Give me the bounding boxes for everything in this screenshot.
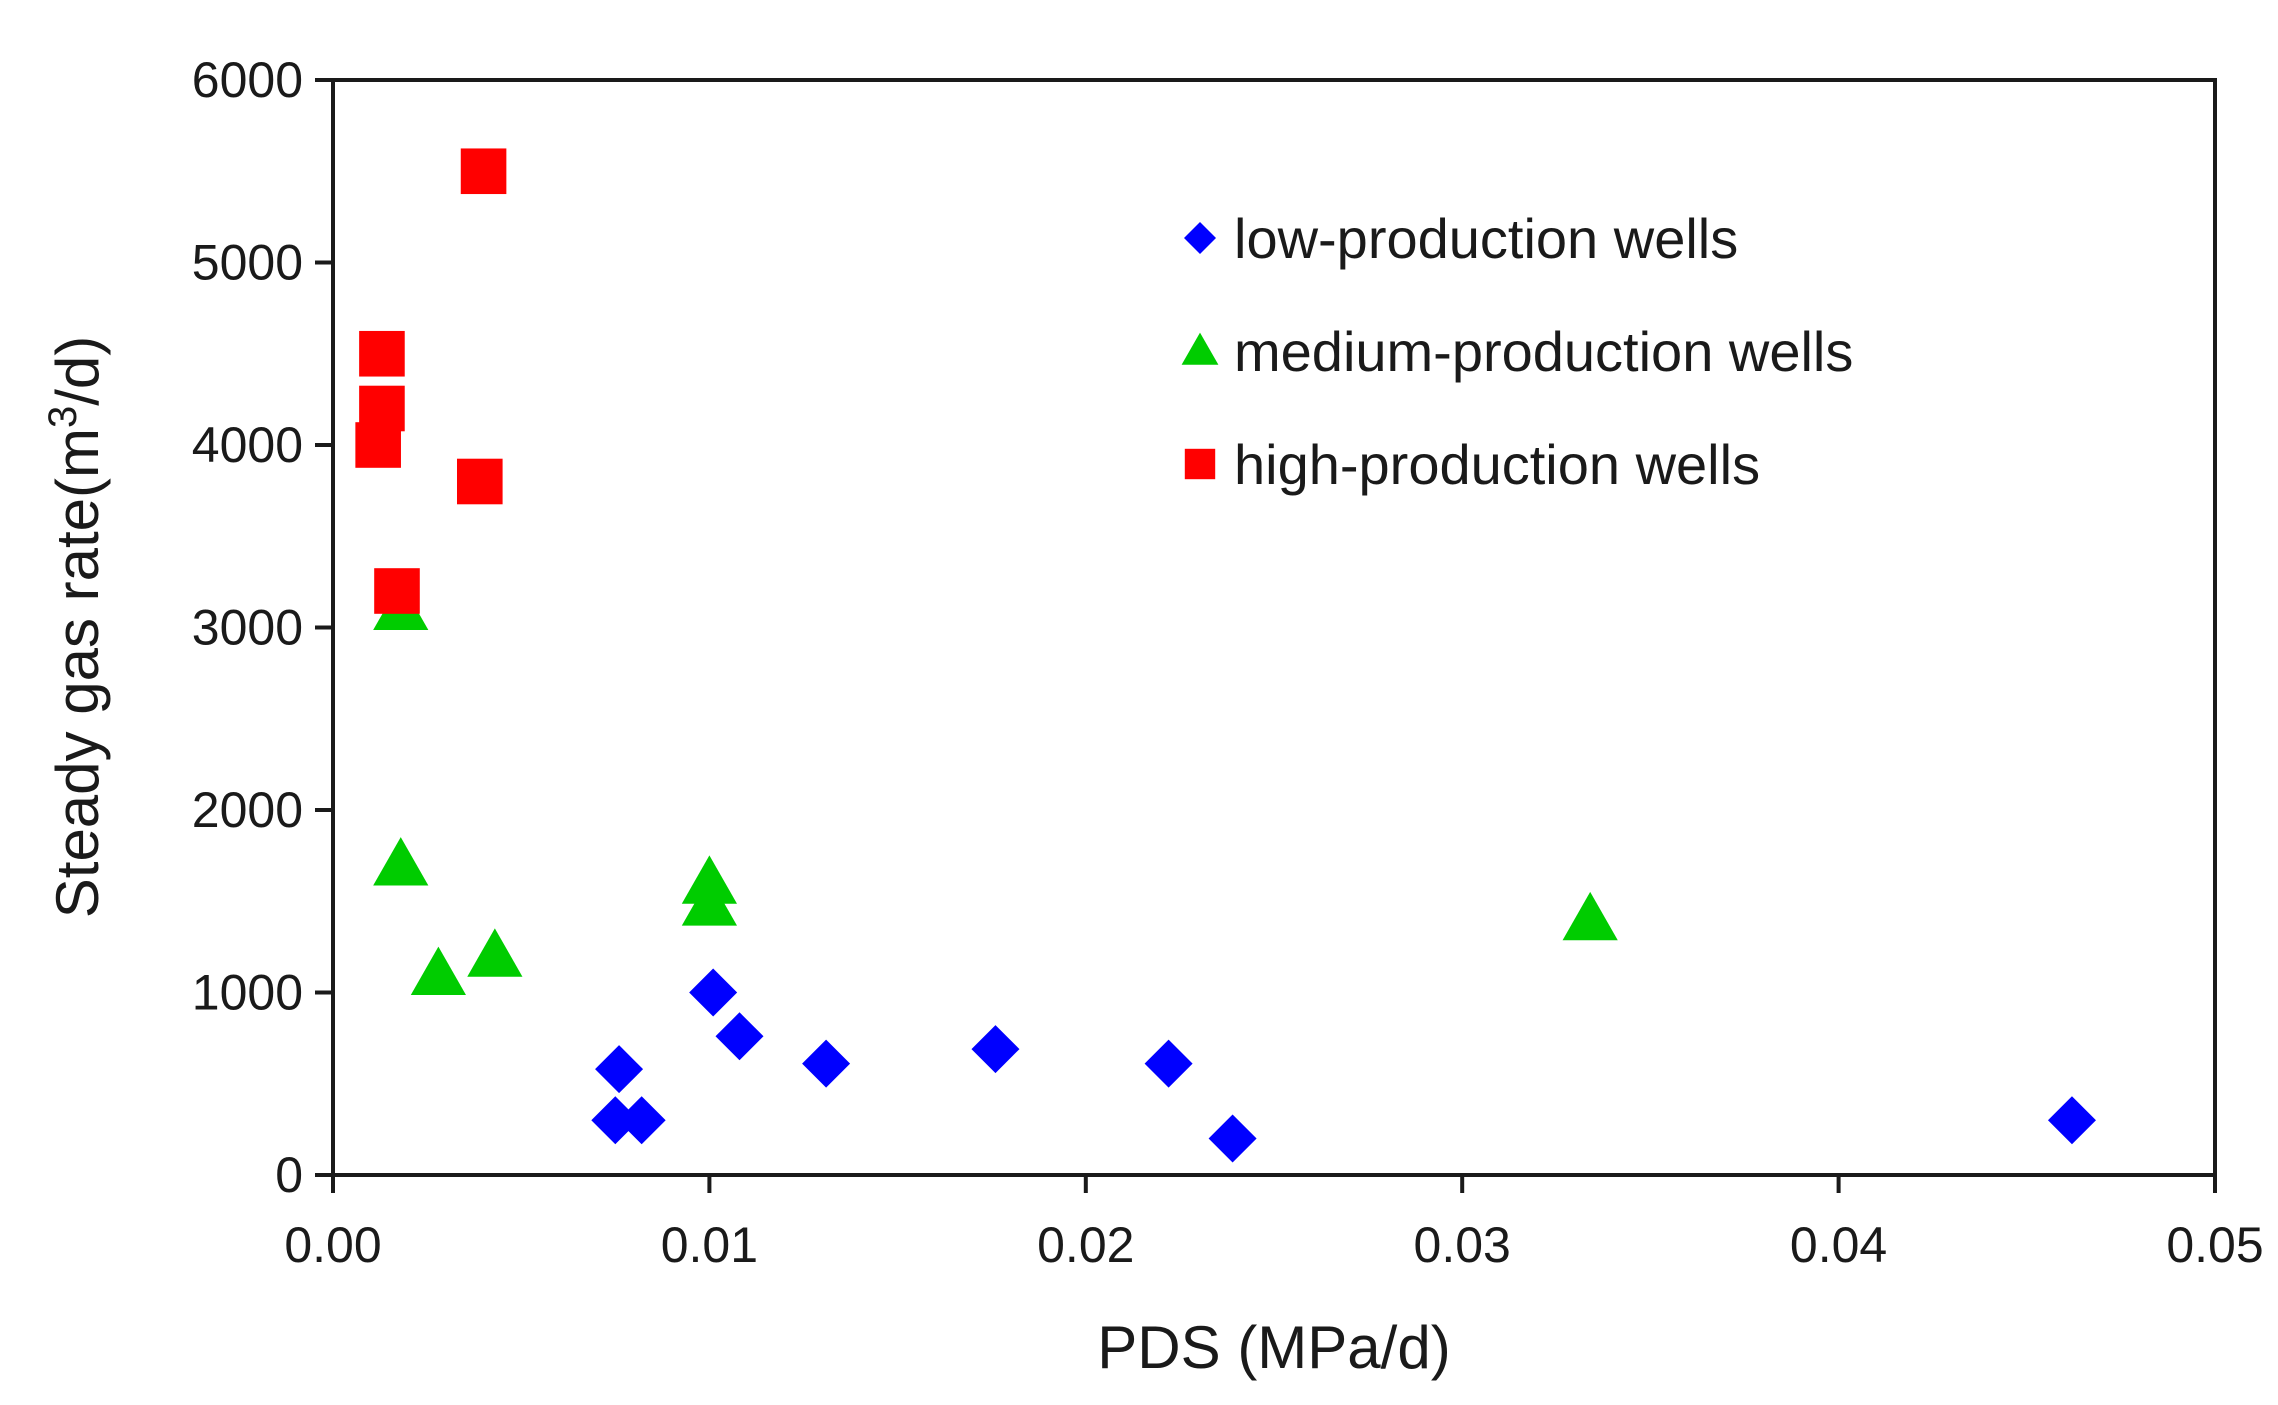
legend-label: low-production wells [1234,207,1738,270]
y-tick-label: 0 [275,1147,303,1203]
diamond-point [595,1045,644,1094]
legend-label: high-production wells [1234,433,1760,496]
x-tick-label: 0.03 [1414,1217,1511,1273]
triangle-point [373,837,429,886]
legend-square-icon [1184,448,1216,480]
diamond-point [1144,1039,1193,1088]
x-tick-label: 0.04 [1790,1217,1887,1273]
square-point [460,148,507,195]
y-axis-title-main: Steady gas rate(m [44,428,111,918]
y-axis-title: Steady gas rate(m3/d) [41,336,111,919]
x-tick-label: 0.00 [284,1217,381,1273]
plot-area [331,78,2217,1177]
x-axis: 0.00 0.01 0.02 0.03 0.04 0.05 [284,1175,2264,1273]
diamond-point [971,1025,1020,1074]
data-points [355,148,2096,1163]
y-tick-label: 4000 [192,417,303,473]
legend-label: medium-production wells [1234,320,1853,383]
triangle-point [410,946,466,995]
diamond-point [689,968,738,1017]
square-point [359,330,405,377]
y-tick-label: 1000 [192,965,303,1021]
diamond-point [802,1039,851,1088]
square-point [374,568,420,614]
legend-diamond-icon [1184,222,1216,254]
y-tick-label: 5000 [192,235,303,291]
x-axis-title: PDS (MPa/d) [1097,1314,1450,1381]
diamond-point [2047,1096,2096,1145]
diamond-point [617,1096,666,1145]
y-tick-label: 3000 [192,600,303,656]
y-tick-label: 6000 [192,52,303,108]
y-tick-label: 2000 [192,782,303,838]
square-point [456,458,503,505]
triangle-point [1562,891,1618,941]
x-tick-label: 0.05 [2166,1217,2263,1273]
y-axis-title-end: /d) [44,336,111,406]
triangle-point [467,928,523,977]
y-axis: 0 1000 2000 3000 4000 5000 6000 [192,52,333,1203]
legend-triangle-icon [1181,332,1219,365]
x-tick-label: 0.01 [661,1217,758,1273]
diamond-point [1208,1114,1257,1163]
diamond-point [591,1096,640,1145]
y-axis-title-superscript: 3 [41,406,85,428]
legend: low-production wells medium-production we… [1181,207,1853,496]
x-tick-label: 0.02 [1037,1217,1134,1273]
square-point [355,422,401,468]
triangle-point [681,855,737,904]
diamond-point [715,1012,764,1061]
